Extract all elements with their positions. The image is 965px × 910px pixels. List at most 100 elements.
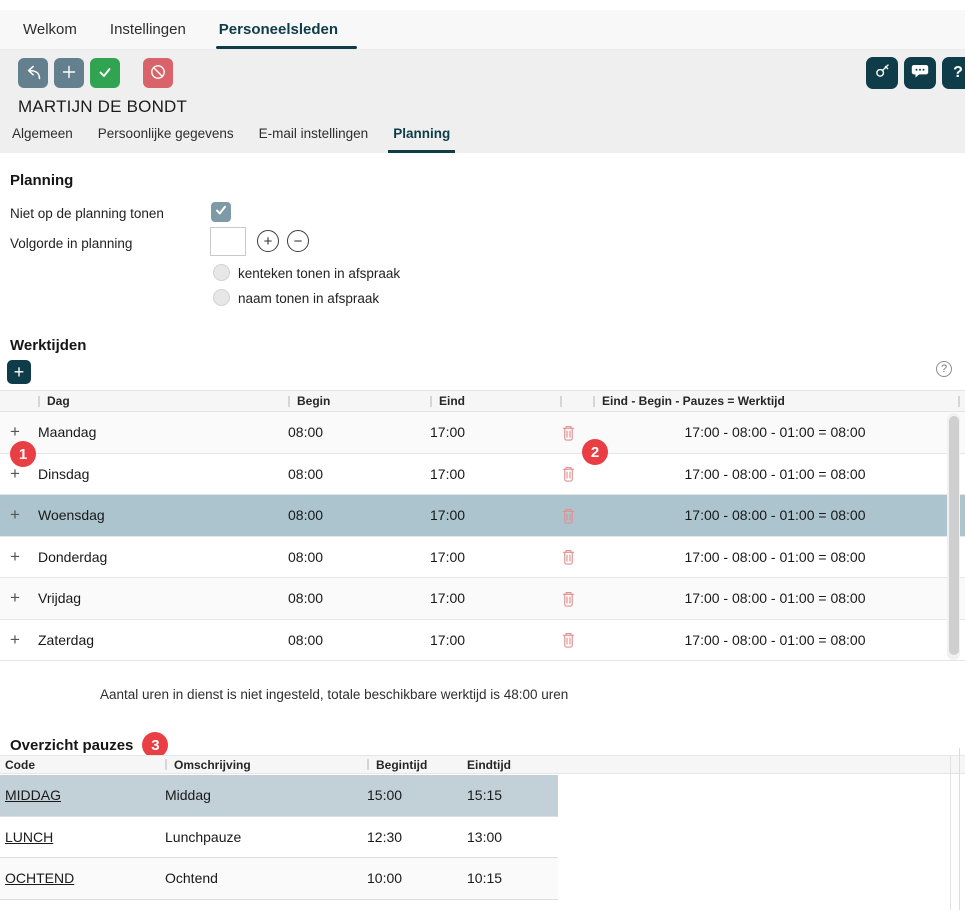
order-in-planning-label: Volgorde in planning [10,236,133,251]
radio-naam-label: naam tonen in afspraak [238,291,380,306]
main-tab-bar: Welkom Instellingen Personeelsleden [0,10,965,50]
record-header-panel: ? MARTIJN DE BONDT Algemeen Persoonlijke… [0,50,965,153]
cell-omschrijving: Ochtend [165,870,218,887]
column-header-delete [552,395,585,407]
password-key-button[interactable] [866,57,898,89]
tab-email-instellingen[interactable]: E-mail instellingen [258,126,369,141]
column-resize-handle[interactable] [165,759,167,770]
pauze-code-link[interactable]: MIDDAG [5,787,61,804]
show-on-planning-checkbox[interactable] [211,202,231,222]
column-resize-handle[interactable] [288,395,290,407]
order-in-planning-input[interactable] [210,227,246,256]
radio-naam-tonen[interactable] [213,289,230,306]
pauzes-section-heading: Overzicht pauzes [10,736,134,754]
expand-row-icon[interactable]: + [10,588,20,608]
pauzes-section-heading-row: Overzicht pauzes 3 [10,732,169,758]
chat-button[interactable] [904,57,936,89]
help-circle-icon[interactable]: ? [936,361,952,377]
table-row-donderdag[interactable]: + Donderdag 08:00 17:00 17:00 - 08:00 - … [0,536,965,578]
key-icon [874,62,891,84]
cell-begin: 08:00 [288,465,324,482]
werktijden-footer-note: Aantal uren in dienst is niet ingesteld,… [100,687,569,702]
delete-row-icon[interactable] [552,507,585,524]
cell-dag: Donderdag [38,548,108,565]
scrollbar-thumb[interactable] [948,416,959,655]
page-title: MARTIJN DE BONDT [18,97,188,116]
cell-eindtijd: 15:15 [467,787,503,804]
table-row-middag[interactable]: MIDDAG Middag 15:00 15:15 [0,775,558,817]
expand-row-icon[interactable]: + [10,629,20,649]
cell-eind: 17:00 [430,465,466,482]
cell-eindtijd: 13:00 [467,828,503,845]
delete-row-icon[interactable] [552,548,585,565]
tab-planning[interactable]: Planning [388,126,456,153]
cell-dag: Vrijdag [38,590,82,607]
column-resize-handle[interactable] [593,395,595,407]
delete-row-icon[interactable] [552,424,585,441]
table-row-zaterdag[interactable]: + Zaterdag 08:00 17:00 17:00 - 08:00 - 0… [0,619,965,661]
expand-row-icon[interactable]: + [10,422,20,442]
minus-circle-icon: − [293,232,303,250]
cancel-button[interactable] [143,58,173,88]
pauze-code-link[interactable]: LUNCH [5,828,54,845]
annotation-badge-2: 2 [582,439,608,465]
checkmark-icon [214,203,228,222]
column-resize-handle[interactable] [367,759,369,770]
speech-bubble-icon [911,63,929,84]
column-resize-handle[interactable] [430,395,432,407]
cell-eind: 17:00 [430,590,466,607]
expand-row-icon[interactable]: + [10,505,20,525]
cell-werktijd: 17:00 - 08:00 - 01:00 = 08:00 [684,465,866,482]
table-row-maandag[interactable]: + Maandag 08:00 17:00 17:00 - 08:00 - 01… [0,412,965,454]
add-werktijd-button[interactable]: + [7,360,31,384]
delete-row-icon[interactable] [552,465,585,482]
table-scrollbar[interactable] [947,413,960,660]
header-right-buttons: ? [866,57,965,89]
werktijden-section-heading: Werktijden [10,337,87,354]
show-on-planning-label: Niet op de planning tonen [10,206,164,221]
cell-werktijd: 17:00 - 08:00 - 01:00 = 08:00 [684,507,866,524]
question-mark-glyph: ? [940,363,948,375]
column-header-begin: Begin [280,394,422,408]
pauze-code-link[interactable]: OCHTEND [5,870,75,887]
cell-eind: 17:00 [430,424,466,441]
cell-werktijd: 17:00 - 08:00 - 01:00 = 08:00 [684,548,866,565]
cell-begin: 08:00 [288,590,324,607]
cell-werktijd: 17:00 - 08:00 - 01:00 = 08:00 [684,631,866,648]
expand-row-icon[interactable]: + [10,463,20,483]
column-resize-handle[interactable] [38,395,40,407]
expand-row-icon[interactable]: + [10,546,20,566]
table-row-vrijdag[interactable]: + Vrijdag 08:00 17:00 17:00 - 08:00 - 01… [0,578,965,620]
plus-circle-icon: + [263,232,273,250]
column-header-formule: Eind - Begin - Pauzes = Werktijd [585,394,965,408]
column-resize-handle[interactable] [560,395,562,407]
delete-row-icon[interactable] [552,590,585,607]
increment-button[interactable]: + [257,230,279,252]
table-row-ochtend[interactable]: OCHTEND Ochtend 10:00 10:15 [0,858,558,900]
add-record-button[interactable] [54,58,84,88]
radio-kenteken-tonen[interactable] [213,264,230,281]
help-button[interactable]: ? [942,57,965,89]
column-resize-handle[interactable] [958,396,960,407]
column-header-eindtijd: Eindtijd [467,757,511,772]
table-row-dinsdag[interactable]: + Dinsdag 08:00 17:00 17:00 - 08:00 - 01… [0,453,965,495]
panel-divider [950,756,951,910]
tab-instellingen[interactable]: Instellingen [109,21,186,38]
cell-begin: 08:00 [288,507,324,524]
cell-eind: 17:00 [430,548,466,565]
table-row-lunch[interactable]: LUNCH Lunchpauze 12:30 13:00 [0,816,558,858]
prohibited-icon [150,64,166,83]
delete-row-icon[interactable] [552,631,585,648]
cell-begintijd: 15:00 [367,787,403,804]
undo-arrow-icon [23,62,43,85]
tab-welkom[interactable]: Welkom [23,21,77,38]
back-button[interactable] [18,58,48,88]
table-row-woensdag[interactable]: + Woensdag 08:00 17:00 17:00 - 08:00 - 0… [0,495,965,537]
tab-algemeen[interactable]: Algemeen [12,126,73,141]
save-button[interactable] [90,58,120,88]
decrement-button[interactable]: − [287,230,309,252]
cell-omschrijving: Lunchpauze [165,828,242,845]
tab-personeelsleden[interactable]: Personeelsleden [215,10,358,49]
panel-divider [959,748,960,910]
tab-persoonlijke-gegevens[interactable]: Persoonlijke gegevens [97,126,234,141]
